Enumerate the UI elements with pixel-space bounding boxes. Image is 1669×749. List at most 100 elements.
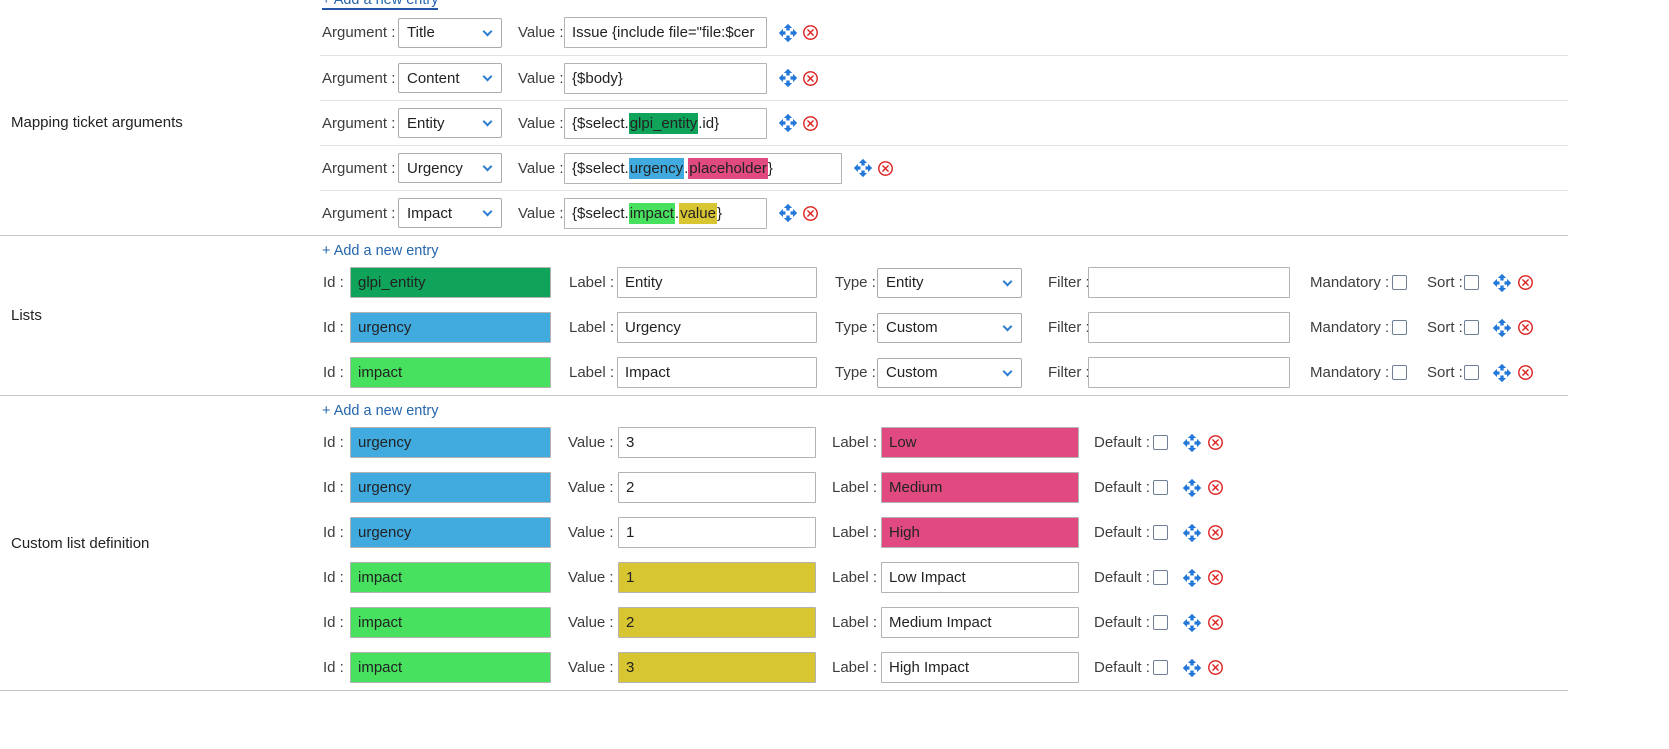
argument-select-value: Urgency [407,159,463,177]
type-select[interactable]: Custom [877,312,1022,343]
argument-select[interactable]: Entity [398,108,502,138]
filter-input[interactable] [1088,357,1290,388]
delete-icon[interactable] [1517,319,1534,336]
delete-icon[interactable] [1207,569,1224,586]
label-input[interactable] [881,562,1079,593]
form-configuration-page: + Add a new entry Mapping ticket argumen… [0,0,1568,691]
value-input[interactable] [564,62,767,94]
sort-checkbox[interactable] [1464,320,1479,335]
label-label: Label : [569,364,615,381]
delete-icon[interactable] [802,115,819,132]
delete-icon[interactable] [1207,434,1224,451]
default-checkbox[interactable] [1153,570,1168,585]
sort-label: Sort : [1427,364,1463,381]
label-input[interactable] [617,267,817,298]
value-input[interactable]: {$select. impact. value} [564,197,767,229]
id-input[interactable] [350,562,551,593]
mandatory-checkbox[interactable] [1392,275,1407,290]
add-entry-link[interactable]: + Add a new entry [322,403,439,419]
value-input[interactable]: {$select. glpi_entity .id} [564,107,767,139]
sort-checkbox[interactable] [1464,365,1479,380]
add-entry-link[interactable]: + Add a new entry [322,243,439,259]
sort-checkbox[interactable] [1464,275,1479,290]
argument-select[interactable]: Content [398,63,502,93]
default-checkbox[interactable] [1153,660,1168,675]
delete-icon[interactable] [802,205,819,222]
move-icon[interactable] [1492,363,1512,383]
value-input[interactable] [618,427,816,458]
argument-select[interactable]: Title [398,17,502,48]
section-title: Lists [11,307,42,324]
move-icon[interactable] [1492,318,1512,338]
mandatory-checkbox[interactable] [1392,320,1407,335]
argument-select[interactable]: Impact [398,198,502,228]
id-input[interactable] [350,652,551,683]
label-input[interactable] [881,652,1079,683]
id-input[interactable] [350,607,551,638]
move-icon[interactable] [778,68,798,88]
value-input[interactable] [618,472,816,503]
id-input[interactable] [350,312,551,343]
type-select[interactable]: Entity [877,267,1022,298]
label-input[interactable] [617,312,817,343]
filter-input[interactable] [1088,267,1290,298]
mapping-row: Argument : Urgency Value : {$select. urge… [320,145,1568,190]
value-label: Value : [518,24,564,41]
id-input[interactable] [350,517,551,548]
label-input[interactable] [617,357,817,388]
move-icon[interactable] [778,203,798,223]
id-input[interactable] [350,357,551,388]
custom-list-row: Id : Value : Label : Default : [320,420,1568,465]
move-icon[interactable] [1182,568,1202,588]
label-input[interactable] [881,607,1079,638]
type-select-value: Custom [886,319,938,336]
move-icon[interactable] [853,158,873,178]
value-input[interactable] [618,607,816,638]
default-checkbox[interactable] [1153,525,1168,540]
delete-icon[interactable] [1207,479,1224,496]
id-label: Id : [323,274,344,291]
label-input[interactable] [881,427,1079,458]
delete-icon[interactable] [802,70,819,87]
move-icon[interactable] [778,23,798,43]
default-checkbox[interactable] [1153,615,1168,630]
highlighted-token: urgency [628,157,685,179]
id-input[interactable] [350,427,551,458]
label-label: Label : [832,614,878,631]
value-text: . [684,159,689,177]
move-icon[interactable] [1492,273,1512,293]
value-input[interactable]: {$select. urgency. placeholder} [564,152,842,184]
delete-icon[interactable] [802,24,819,41]
argument-select[interactable]: Urgency [398,153,502,183]
move-icon[interactable] [778,113,798,133]
type-select[interactable]: Custom [877,357,1022,388]
value-input[interactable] [618,562,816,593]
mandatory-checkbox[interactable] [1392,365,1407,380]
move-icon[interactable] [1182,613,1202,633]
delete-icon[interactable] [1517,364,1534,381]
label-input[interactable] [881,472,1079,503]
filter-label: Filter : [1048,274,1090,291]
label-label: Label : [569,274,615,291]
id-input[interactable] [350,267,551,298]
value-input[interactable] [618,517,816,548]
delete-icon[interactable] [877,160,894,177]
default-checkbox[interactable] [1153,435,1168,450]
delete-icon[interactable] [1207,524,1224,541]
move-icon[interactable] [1182,433,1202,453]
highlighted-token: glpi_entity [628,112,699,134]
move-icon[interactable] [1182,658,1202,678]
delete-icon[interactable] [1207,659,1224,676]
label-input[interactable] [881,517,1079,548]
value-input[interactable] [564,17,767,48]
id-input[interactable] [350,472,551,503]
delete-icon[interactable] [1517,274,1534,291]
move-icon[interactable] [1182,523,1202,543]
move-icon[interactable] [1182,478,1202,498]
filter-input[interactable] [1088,312,1290,343]
value-text: .id} [698,114,720,132]
delete-icon[interactable] [1207,614,1224,631]
default-checkbox[interactable] [1153,480,1168,495]
value-input[interactable] [618,652,816,683]
add-entry-link[interactable]: + Add a new entry [322,0,439,10]
